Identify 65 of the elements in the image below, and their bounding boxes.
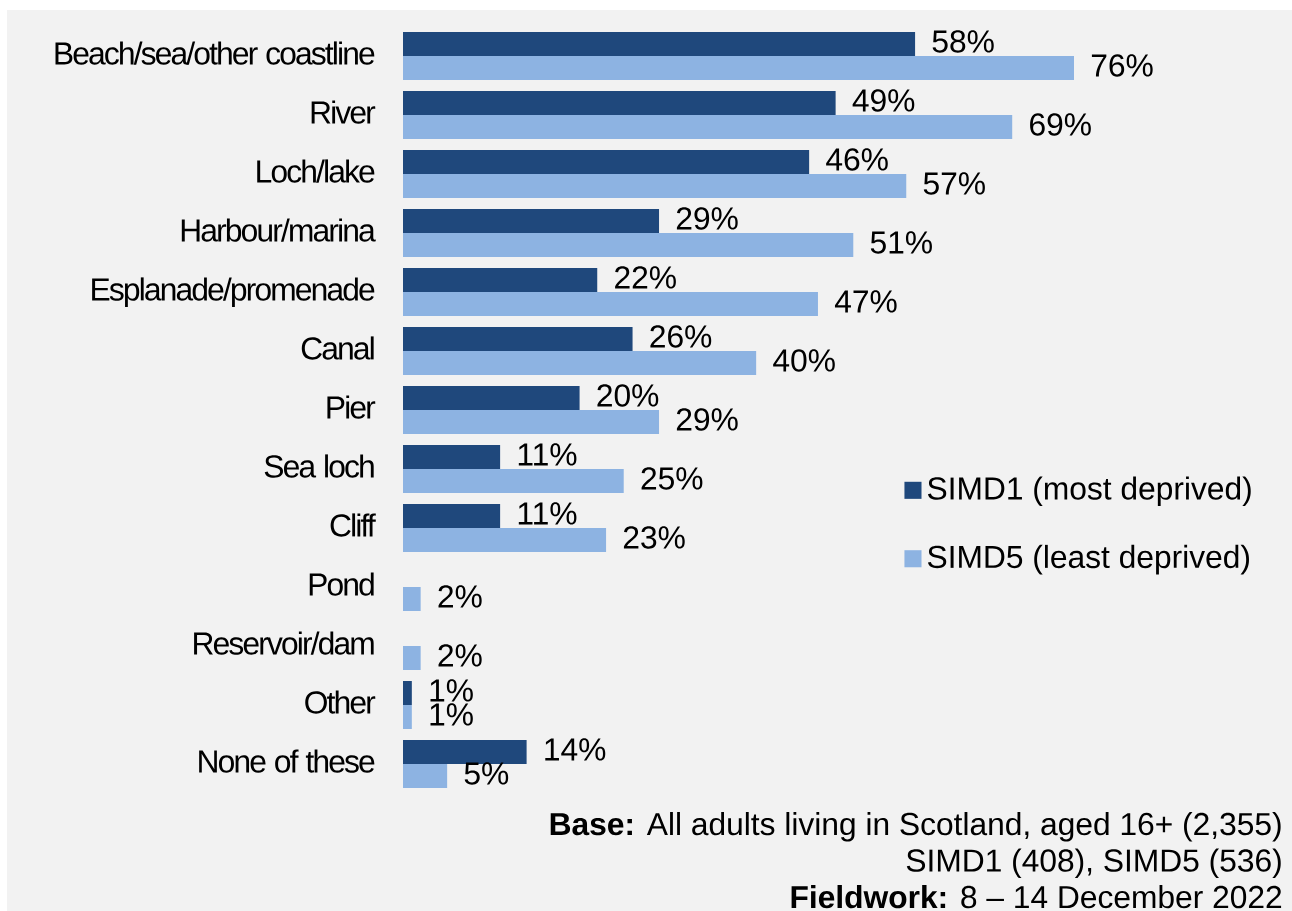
data-label: 20% — [597, 384, 659, 407]
y-tick-label: None of these — [199, 749, 375, 773]
y-tick-label: Beach/sea/other coastline — [55, 41, 375, 65]
bar — [403, 150, 810, 174]
legend-label: SIMD1 (most deprived) — [927, 476, 1251, 507]
data-label: 2% — [438, 585, 482, 608]
data-label: 2% — [438, 644, 482, 667]
y-tick-label: Other — [305, 690, 376, 714]
bar — [403, 386, 580, 410]
data-label: 11% — [518, 443, 577, 466]
data-label: 23% — [623, 526, 685, 549]
data-label: 1% — [430, 703, 473, 726]
data-label: 29% — [676, 408, 738, 431]
bar — [403, 646, 421, 671]
data-label: 69% — [1030, 113, 1091, 136]
bar — [403, 410, 660, 435]
bar — [403, 351, 757, 376]
data-label: 5% — [464, 762, 509, 785]
text: SIMD1 (408), SIMD5 (536) — [906, 848, 1281, 879]
bar — [403, 528, 607, 553]
data-label: 1% — [430, 679, 473, 702]
bar — [403, 233, 854, 258]
bar — [403, 705, 412, 730]
data-label: 26% — [650, 325, 712, 348]
text: Fieldwork: 8 – 14 December 2022 — [791, 885, 1282, 909]
y-tick-label: Cliff — [330, 513, 376, 537]
data-label: 40% — [773, 349, 835, 372]
data-label: 22% — [615, 266, 676, 289]
bar — [403, 91, 836, 116]
bar — [403, 327, 633, 352]
data-label: 14% — [545, 738, 606, 761]
bar — [403, 115, 1013, 139]
y-tick-label: Pond — [309, 572, 374, 596]
data-label: 57% — [923, 172, 985, 195]
data-label: 25% — [641, 467, 703, 490]
y-tick-label: River — [311, 100, 376, 124]
bar — [403, 268, 598, 293]
y-tick-label: Loch/lake — [257, 159, 375, 183]
data-label: 11% — [518, 502, 577, 525]
data-label: 47% — [834, 290, 897, 313]
bar — [403, 764, 448, 789]
bar — [403, 56, 1075, 81]
data-label: 29% — [676, 207, 738, 230]
bar — [403, 469, 624, 494]
bar — [403, 504, 501, 529]
data-label: 76% — [1091, 54, 1153, 77]
bar — [403, 681, 412, 706]
bar — [403, 32, 916, 57]
bar — [403, 445, 501, 470]
text: Base: All adults living in Scotland, aged 16+ (2,355) — [550, 812, 1281, 842]
bar — [403, 587, 421, 612]
y-tick-label: Reservoir/dam — [194, 631, 374, 655]
bar — [403, 174, 907, 198]
y-tick-label: Pier — [327, 395, 376, 419]
bar — [403, 209, 660, 234]
y-tick-label: Esplanade/promenade — [92, 277, 375, 307]
data-label: 49% — [852, 89, 915, 112]
y-tick-label: Sea loch — [264, 454, 374, 478]
legend-label: SIMD5 (least deprived) — [927, 544, 1249, 575]
data-label: 51% — [870, 231, 932, 254]
data-label: 46% — [826, 148, 888, 171]
y-tick-label: Canal — [301, 336, 374, 360]
bar — [403, 292, 818, 317]
data-label: 58% — [932, 30, 994, 53]
y-tick-label: Harbour/marina — [181, 218, 376, 242]
